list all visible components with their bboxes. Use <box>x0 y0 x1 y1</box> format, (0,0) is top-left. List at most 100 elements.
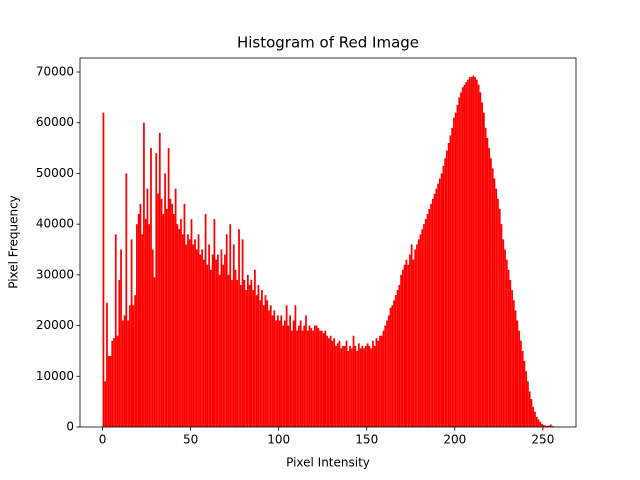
bar <box>146 188 149 427</box>
bar <box>333 338 336 427</box>
bar <box>180 219 182 427</box>
bar <box>298 325 300 427</box>
x-tick-label: 100 <box>267 433 290 447</box>
bar <box>396 290 399 427</box>
bar <box>114 234 117 427</box>
bar <box>521 350 524 427</box>
bar <box>104 381 107 427</box>
bar <box>370 348 373 427</box>
bar <box>276 315 279 427</box>
bar <box>405 259 408 427</box>
bar <box>245 290 247 427</box>
bar <box>488 148 491 427</box>
bar <box>218 274 221 427</box>
bar <box>243 279 246 427</box>
bar <box>127 320 129 427</box>
bar <box>438 178 441 427</box>
bar <box>303 325 306 427</box>
x-tick-label: 150 <box>355 433 378 447</box>
bar <box>391 305 394 427</box>
bar <box>294 305 297 427</box>
bar <box>220 249 223 427</box>
y-tick-label: 60000 <box>36 115 74 129</box>
x-tick-label: 250 <box>531 433 554 447</box>
bar <box>498 208 501 427</box>
bar <box>479 92 482 427</box>
x-axis-label: Pixel Intensity <box>286 456 370 470</box>
bar <box>111 340 114 427</box>
bar <box>456 104 459 427</box>
bar <box>137 214 140 427</box>
bar <box>465 82 468 428</box>
bar <box>201 249 203 427</box>
bar <box>372 340 374 427</box>
bar <box>343 345 346 427</box>
bar <box>539 421 542 427</box>
bar <box>403 264 406 427</box>
bar <box>315 325 318 427</box>
bar <box>393 300 395 427</box>
bar <box>291 330 293 427</box>
bar <box>511 290 513 427</box>
bar <box>530 399 533 427</box>
bar <box>296 330 299 427</box>
bar <box>313 325 316 427</box>
bar <box>359 348 362 427</box>
bar <box>239 285 242 427</box>
bar <box>407 264 410 427</box>
bar <box>139 203 142 427</box>
bar <box>136 224 138 427</box>
bar <box>234 269 237 427</box>
bar <box>446 150 448 427</box>
bar <box>178 229 181 427</box>
bar <box>484 127 487 427</box>
bar <box>183 203 186 427</box>
bar <box>143 122 145 427</box>
bar <box>282 325 284 427</box>
bar <box>225 234 228 427</box>
bar <box>213 219 216 427</box>
bar <box>208 244 210 427</box>
bar <box>317 328 320 427</box>
bar <box>548 425 550 427</box>
bar <box>497 198 499 427</box>
bar <box>426 214 429 427</box>
bar <box>106 302 108 427</box>
bar <box>209 269 212 427</box>
bar <box>532 406 535 427</box>
bar <box>109 356 112 427</box>
bar <box>500 224 503 427</box>
bar <box>451 127 454 427</box>
bar <box>382 330 385 427</box>
bar <box>468 77 471 427</box>
bar <box>366 343 369 427</box>
bar <box>202 259 205 427</box>
bar <box>324 330 327 427</box>
bar <box>534 411 536 427</box>
bar <box>236 279 239 427</box>
bar <box>125 173 128 427</box>
x-tick-label: 200 <box>443 433 466 447</box>
bar <box>398 285 401 427</box>
chart-title: Histogram of Red Image <box>237 34 419 52</box>
bar <box>472 75 475 428</box>
bar <box>322 333 325 427</box>
bar <box>141 234 144 427</box>
bar <box>238 229 240 427</box>
bar <box>361 345 364 427</box>
bar <box>523 361 526 427</box>
bar <box>167 148 170 427</box>
bar <box>174 188 177 427</box>
bar <box>157 193 159 427</box>
bar <box>192 244 195 427</box>
bar <box>164 173 166 427</box>
bar <box>162 214 165 427</box>
bar <box>389 307 392 427</box>
y-tick-label: 50000 <box>36 166 74 180</box>
bar <box>120 249 122 427</box>
bar <box>273 310 276 427</box>
bar <box>187 234 189 427</box>
bar <box>470 77 473 427</box>
x-tick-label: 50 <box>183 433 198 447</box>
bar <box>380 335 383 427</box>
